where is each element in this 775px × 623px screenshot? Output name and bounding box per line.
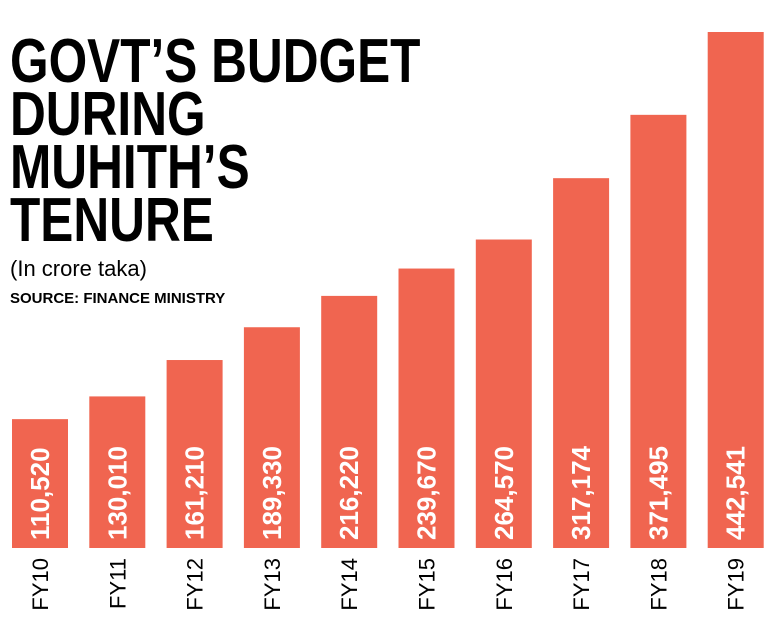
x-tick-label: FY15 [415, 558, 440, 611]
chart-title: TENURE [10, 185, 214, 255]
value-label: 442,541 [721, 446, 751, 540]
bar [166, 360, 223, 548]
x-tick-label: FY18 [646, 558, 671, 611]
x-tick-label: FY11 [105, 558, 130, 609]
x-tick-label: FY16 [492, 558, 517, 611]
value-label: 239,670 [412, 446, 442, 540]
bar [707, 32, 764, 548]
chart-title: DURING [10, 79, 206, 149]
x-tick-label: FY17 [569, 558, 594, 611]
value-label: 130,010 [102, 446, 132, 540]
chart-title: MUHITH’S [10, 132, 250, 202]
x-tick-label: FY13 [260, 558, 285, 611]
value-label: 189,330 [257, 446, 287, 540]
bar [475, 239, 532, 548]
bar [398, 268, 455, 548]
x-tick-label: FY14 [337, 558, 362, 611]
x-tick-label: FY19 [724, 558, 749, 611]
bar [553, 178, 610, 548]
value-label: 216,220 [334, 446, 364, 540]
bar [89, 396, 146, 548]
value-label: 371,495 [643, 446, 673, 540]
chart-source: SOURCE: FINANCE MINISTRY [10, 290, 225, 307]
x-tick-label: FY12 [183, 558, 208, 611]
bar [243, 327, 300, 548]
value-label: 161,210 [180, 446, 210, 540]
value-label: 317,174 [566, 445, 596, 540]
value-label: 110,520 [25, 447, 55, 540]
chart-subtitle: (In crore taka) [10, 256, 147, 281]
chart-title: GOVT’S BUDGET [10, 26, 420, 96]
bar [321, 295, 378, 548]
bar [630, 114, 687, 549]
bar [12, 419, 68, 548]
value-label: 264,570 [489, 446, 519, 540]
x-tick-label: FY10 [28, 558, 53, 611]
